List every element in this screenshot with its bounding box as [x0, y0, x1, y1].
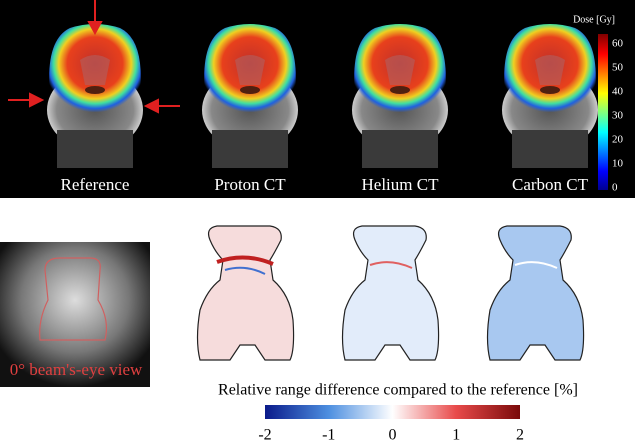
range-tick-label: 0 — [389, 427, 397, 444]
target-outline — [39, 257, 108, 341]
range-tick-label: -1 — [322, 427, 335, 444]
dose-map — [352, 24, 448, 168]
beam-view-label: 0° beam's-eye view — [10, 360, 143, 379]
dose-map — [47, 24, 143, 168]
range-map — [486, 225, 585, 361]
range-colorbar — [265, 405, 520, 419]
range-tick-label: 2 — [516, 427, 524, 444]
dose-tick-label: 30 — [612, 110, 624, 122]
panel-label: Proton CT — [214, 175, 286, 194]
range-map — [196, 225, 295, 361]
range-map — [341, 225, 440, 361]
dose-tick-label: 50 — [612, 62, 624, 74]
dose-tick-label: 20 — [612, 134, 624, 146]
dose-colorbar — [598, 34, 608, 190]
dose-label: Dose [Gy] — [573, 14, 615, 25]
panel-label: Carbon CT — [512, 175, 589, 194]
range-title: Relative range difference compared to th… — [218, 382, 578, 399]
range-tick-label: 1 — [452, 427, 460, 444]
dose-tick-label: 40 — [612, 86, 624, 98]
dose-tick-label: 0 — [612, 182, 618, 194]
beam-eye-image — [0, 242, 150, 387]
dose-map — [202, 24, 298, 168]
panel-label: Reference — [61, 175, 130, 194]
panel-label: Helium CT — [362, 175, 440, 194]
dose-tick-label: 60 — [612, 38, 624, 50]
dose-tick-label: 10 — [612, 158, 624, 170]
dose-map — [502, 24, 598, 168]
range-tick-label: -2 — [258, 427, 271, 444]
beam-arrows — [8, 0, 180, 114]
